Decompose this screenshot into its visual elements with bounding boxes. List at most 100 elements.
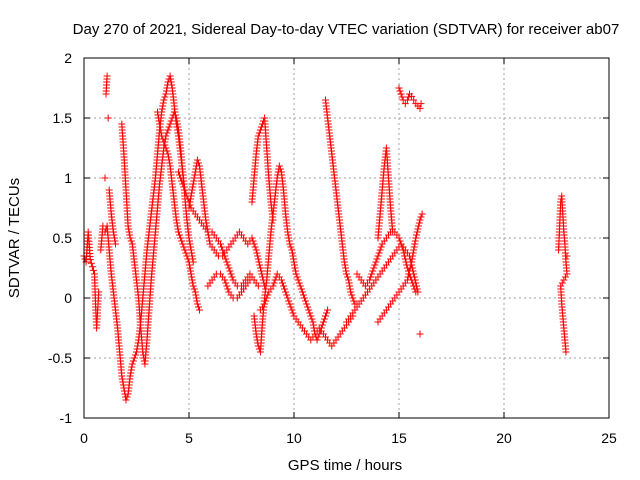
data-point xyxy=(375,249,383,257)
data-point xyxy=(175,228,182,236)
data-point xyxy=(347,288,355,296)
data-point xyxy=(222,279,230,287)
data-point xyxy=(295,279,303,287)
data-point xyxy=(190,177,198,185)
data-point xyxy=(183,192,191,200)
data-point xyxy=(164,126,172,134)
data-point xyxy=(560,276,568,284)
data-point xyxy=(411,237,419,245)
data-point xyxy=(401,100,409,108)
data-point xyxy=(178,177,186,185)
data-point xyxy=(160,138,168,146)
data-point xyxy=(126,231,134,239)
data-point xyxy=(127,369,135,377)
data-point xyxy=(254,282,262,290)
data-point xyxy=(376,246,384,254)
data-point xyxy=(254,255,262,263)
data-point xyxy=(369,267,377,275)
data-point xyxy=(161,141,169,149)
data-point xyxy=(410,96,418,104)
data-point xyxy=(119,378,127,386)
data-point xyxy=(309,318,317,326)
data-point xyxy=(186,240,194,248)
data-point xyxy=(101,174,109,182)
data-point xyxy=(155,117,163,125)
data-point xyxy=(289,255,297,263)
data-point xyxy=(246,276,254,284)
data-point xyxy=(282,288,290,296)
data-point xyxy=(408,92,416,100)
data-point xyxy=(416,330,424,338)
data-point xyxy=(288,306,296,314)
x-tick-label: 5 xyxy=(185,430,193,446)
data-point xyxy=(225,264,233,272)
data-point xyxy=(345,276,353,284)
data-point xyxy=(188,276,196,284)
data-point xyxy=(323,309,331,317)
data-point xyxy=(285,237,293,245)
x-tick-label: 0 xyxy=(80,430,88,446)
data-point xyxy=(370,264,378,272)
data-point xyxy=(348,291,356,299)
data-point xyxy=(303,300,311,308)
data-point xyxy=(371,261,379,269)
data-point xyxy=(196,306,203,314)
data-point xyxy=(563,252,571,260)
data-point xyxy=(401,255,409,263)
data-point xyxy=(223,282,231,290)
data-point xyxy=(180,243,188,251)
data-point xyxy=(254,132,262,140)
data-point xyxy=(176,231,184,239)
data-point xyxy=(184,255,192,263)
data-point xyxy=(263,294,271,302)
data-point xyxy=(256,261,264,269)
data-point xyxy=(298,288,306,296)
data-point xyxy=(408,258,416,266)
data-point xyxy=(228,273,236,281)
data-point xyxy=(177,234,185,242)
data-point xyxy=(416,216,424,224)
data-point xyxy=(166,120,174,128)
data-point xyxy=(264,291,272,299)
plot-frame xyxy=(83,57,610,419)
data-point xyxy=(291,261,299,269)
data-point xyxy=(389,228,397,236)
data-point xyxy=(341,264,349,272)
data-point xyxy=(349,294,357,302)
data-point xyxy=(127,237,135,245)
data-point xyxy=(250,240,258,248)
data-point xyxy=(412,234,420,242)
data-point xyxy=(191,288,199,296)
data-point xyxy=(130,354,138,362)
data-point xyxy=(217,240,224,248)
data-point xyxy=(341,261,349,269)
data-point xyxy=(343,270,350,278)
data-point xyxy=(226,267,234,275)
data-point xyxy=(222,255,230,263)
data-point xyxy=(124,222,132,230)
data-point xyxy=(205,234,213,242)
y-axis-label: SDTVAR / TECUs xyxy=(6,178,23,298)
data-point xyxy=(185,258,193,266)
y-tick-label: 1.5 xyxy=(53,110,73,126)
data-point xyxy=(302,297,310,305)
data-point xyxy=(289,309,297,317)
data-point xyxy=(186,201,194,209)
data-point xyxy=(88,263,96,271)
data-point xyxy=(112,240,119,248)
data-point xyxy=(292,270,300,278)
data-point xyxy=(188,186,196,194)
data-point xyxy=(418,210,426,218)
data-point xyxy=(340,258,348,266)
data-point xyxy=(309,321,317,329)
data-point xyxy=(156,123,164,131)
data-point xyxy=(409,249,417,257)
y-tick-label: -1 xyxy=(60,410,73,426)
data-point xyxy=(111,237,119,245)
data-point xyxy=(269,282,277,290)
data-point xyxy=(248,234,256,242)
data-point xyxy=(403,96,411,104)
data-point xyxy=(373,255,381,263)
data-point xyxy=(410,282,418,290)
data-point xyxy=(194,303,202,311)
